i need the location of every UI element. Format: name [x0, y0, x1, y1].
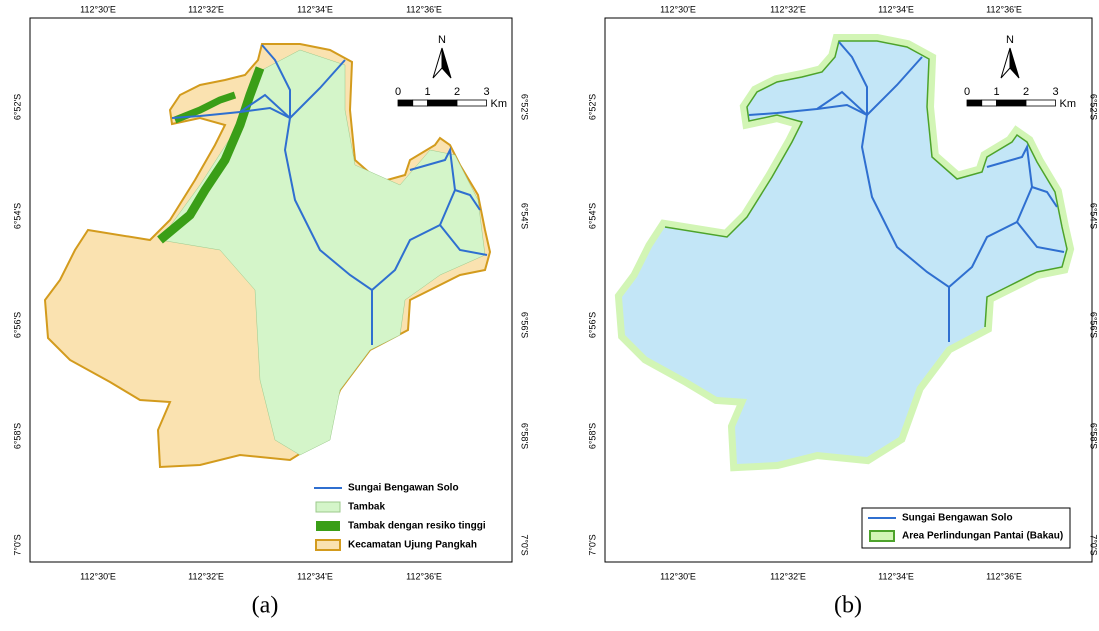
- scale-label: 2: [1023, 86, 1029, 98]
- north-arrow: [1010, 48, 1019, 78]
- lat-label: 6°52'S: [587, 94, 597, 120]
- lat-label: 6°52'S: [520, 94, 530, 120]
- lon-label: 112°30'E: [660, 571, 696, 581]
- lon-label: 112°36'E: [406, 571, 442, 581]
- lon-label: 112°34'E: [297, 4, 333, 14]
- legend: Sungai Bengawan Solo Tambak Tambak dengan …: [308, 478, 505, 556]
- scale-label: 3: [483, 86, 489, 98]
- lat-label: 7°0'S: [1089, 534, 1099, 555]
- legend-swatch: [316, 540, 340, 550]
- scale-segment: [967, 100, 982, 106]
- north-arrow: [1001, 48, 1010, 78]
- scale-segment: [428, 100, 458, 106]
- legend-swatch: [870, 531, 894, 541]
- lat-label: 6°54'S: [12, 203, 22, 229]
- legend-label: Area Perlindungan Pantai (Bakau): [902, 531, 1063, 542]
- scale-segment: [457, 100, 487, 106]
- scale-label: 2: [454, 86, 460, 98]
- legend-label: Kecamatan Ujung Pangkah: [348, 540, 477, 551]
- lon-label: 112°30'E: [660, 4, 696, 14]
- legend-swatch: [316, 502, 340, 512]
- scale-segment: [1026, 100, 1056, 106]
- lon-label: 112°34'E: [878, 4, 914, 14]
- lat-label: 6°54'S: [1089, 203, 1099, 229]
- lat-label: 6°56'S: [587, 312, 597, 338]
- lat-label: 7°0'S: [587, 534, 597, 555]
- scale-segment: [982, 100, 997, 106]
- legend-label: Sungai Bengawan Solo: [902, 513, 1013, 524]
- lat-label: 6°52'S: [12, 94, 22, 120]
- lat-label: 6°56'S: [520, 312, 530, 338]
- legend-label: Tambak: [348, 502, 385, 513]
- north-label: N: [1006, 34, 1014, 46]
- caption: (b): [834, 593, 862, 619]
- legend-swatch: [316, 521, 340, 531]
- scale-label: 1: [993, 86, 999, 98]
- lat-label: 6°58'S: [12, 423, 22, 449]
- scale-segment: [398, 100, 413, 106]
- lat-label: 6°58'S: [1089, 423, 1099, 449]
- figure: 112°30'E 112°32'E 112°34'E 112°36'E 112°30'E…: [0, 0, 1099, 631]
- lon-label: 112°32'E: [770, 4, 806, 14]
- lon-label: 112°34'E: [297, 571, 333, 581]
- lat-label: 6°56'S: [1089, 312, 1099, 338]
- caption: (a): [252, 593, 279, 619]
- legend-label: Sungai Bengawan Solo: [348, 483, 459, 494]
- scale-segment: [413, 100, 428, 106]
- legend-label: Tambak dengan resiko tinggi: [348, 521, 486, 532]
- lon-label: 112°36'E: [986, 571, 1022, 581]
- lat-label: 6°58'S: [520, 423, 530, 449]
- scale-segment: [997, 100, 1027, 106]
- lon-label: 112°32'E: [188, 571, 224, 581]
- lat-label: 6°56'S: [12, 312, 22, 338]
- north-label: N: [438, 34, 446, 46]
- scale-label: 1: [424, 86, 430, 98]
- scale-label: 0: [964, 86, 970, 98]
- lon-label: 112°36'E: [406, 4, 442, 14]
- lon-label: 112°36'E: [986, 4, 1022, 14]
- scale-label: 0: [395, 86, 401, 98]
- lat-label: 6°52'S: [1089, 94, 1099, 120]
- lat-label: 6°54'S: [587, 203, 597, 229]
- scale-unit: Km: [1060, 98, 1077, 110]
- lat-label: 6°58'S: [587, 423, 597, 449]
- lat-label: 7°0'S: [12, 534, 22, 555]
- lat-label: 7°0'S: [520, 534, 530, 555]
- lon-label: 112°30'E: [80, 4, 116, 14]
- lon-label: 112°32'E: [770, 571, 806, 581]
- lon-label: 112°34'E: [878, 571, 914, 581]
- scale-unit: Km: [491, 98, 508, 110]
- scale-label: 3: [1052, 86, 1058, 98]
- lon-label: 112°32'E: [188, 4, 224, 14]
- legend: Sungai Bengawan Solo Area Perlindungan Pa…: [862, 508, 1070, 548]
- lat-label: 6°54'S: [520, 203, 530, 229]
- lon-label: 112°30'E: [80, 571, 116, 581]
